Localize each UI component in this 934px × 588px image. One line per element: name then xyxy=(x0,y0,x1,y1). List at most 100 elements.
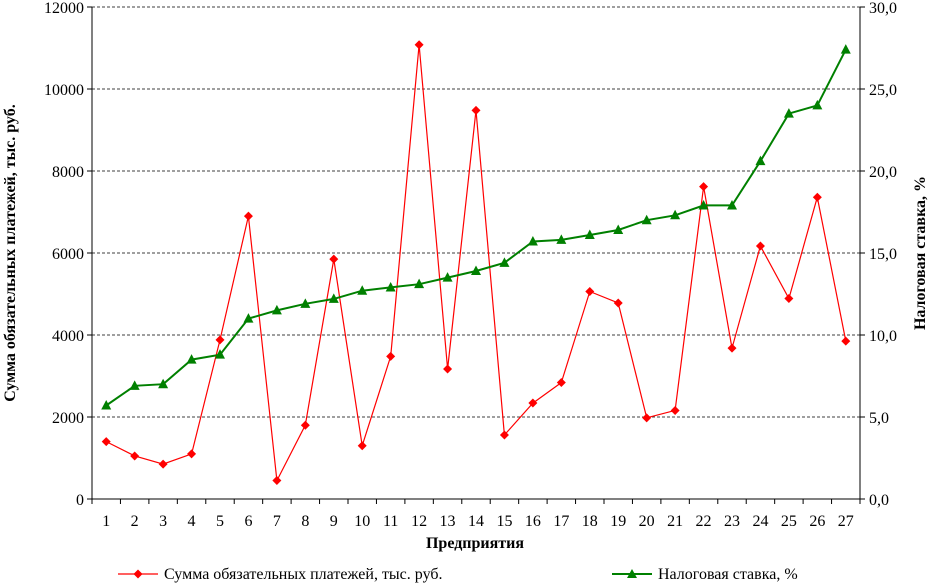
x-tick-label: 16 xyxy=(525,513,541,530)
data-point xyxy=(670,405,680,415)
series-layer xyxy=(101,40,851,486)
data-point xyxy=(329,254,339,264)
x-tick-label: 20 xyxy=(639,513,655,530)
data-point xyxy=(499,430,509,440)
legend: Сумма обязательных платежей, тыс. руб. Н… xyxy=(118,566,798,583)
left-tick-label: 8000 xyxy=(52,164,84,181)
data-point xyxy=(585,287,595,297)
data-point xyxy=(414,40,424,50)
x-tick-label: 18 xyxy=(582,513,598,530)
series-tax-rate xyxy=(101,44,851,410)
data-point xyxy=(243,313,254,323)
x-tick-label: 10 xyxy=(354,513,370,530)
legend-item-payments: Сумма обязательных платежей, тыс. руб. xyxy=(118,566,443,583)
x-axis-title: Предприятия xyxy=(426,535,524,552)
data-point xyxy=(613,224,624,235)
right-tick-label: 25,0 xyxy=(869,82,897,99)
right-tick-label: 5,0 xyxy=(869,410,889,427)
x-tick-label: 26 xyxy=(809,513,825,530)
data-point xyxy=(357,285,368,295)
data-point xyxy=(528,398,538,408)
x-tick-label: 2 xyxy=(131,513,139,530)
right-tick-label: 20,0 xyxy=(869,164,897,181)
x-tick-label: 5 xyxy=(216,513,224,530)
x-tick-label: 14 xyxy=(468,513,484,530)
x-tick-label: 23 xyxy=(724,513,740,530)
data-point xyxy=(101,437,111,447)
x-tick-labels: 1 2 3 4 5 6 7 8 9 10 11 12 13 14 15 16 17 18 19 20 21 22 23 24 2… xyxy=(102,513,854,530)
left-tick-label: 12000 xyxy=(44,0,84,17)
data-point xyxy=(243,211,253,221)
legend-label-tax-rate: Налоговая ставка, % xyxy=(658,566,798,583)
data-point xyxy=(186,354,197,364)
legend-label-payments: Сумма обязательных платежей, тыс. руб. xyxy=(164,566,443,583)
x-tick-label: 24 xyxy=(752,513,768,530)
data-point xyxy=(471,105,481,115)
x-tick-label: 4 xyxy=(188,513,196,530)
data-point xyxy=(699,182,709,192)
data-point xyxy=(840,44,851,54)
data-point xyxy=(300,420,310,430)
right-tick-label: 15,0 xyxy=(869,246,897,263)
data-point xyxy=(812,99,823,110)
data-point xyxy=(613,298,623,308)
left-tick-label: 4000 xyxy=(52,328,84,345)
left-tick-label: 10000 xyxy=(44,82,84,99)
right-tick-label: 10,0 xyxy=(869,328,897,345)
data-point xyxy=(841,336,851,346)
data-point xyxy=(272,476,282,486)
data-point xyxy=(783,108,794,118)
x-tick-label: 7 xyxy=(273,513,281,530)
data-point xyxy=(698,199,709,210)
left-tick-label: 2000 xyxy=(52,410,84,427)
x-tick-label: 9 xyxy=(330,513,338,530)
data-point xyxy=(584,229,595,239)
x-tick-label: 17 xyxy=(553,513,569,530)
data-point xyxy=(471,265,481,276)
data-point xyxy=(215,349,225,359)
data-point xyxy=(527,236,538,246)
right-y-axis-title: Налоговая ставка, % xyxy=(912,176,929,330)
data-point xyxy=(641,214,652,225)
data-point xyxy=(670,209,681,220)
data-point xyxy=(642,413,652,423)
x-tick-label: 15 xyxy=(496,513,512,530)
legend-marker-payments xyxy=(133,569,143,579)
data-point xyxy=(784,294,794,304)
data-point xyxy=(499,257,510,267)
left-y-axis-title: Сумма обязательных платежей, тыс. руб. xyxy=(2,104,19,401)
data-point xyxy=(215,335,225,345)
left-tick-label: 6000 xyxy=(52,246,84,263)
data-point xyxy=(443,364,453,374)
x-tick-label: 22 xyxy=(696,513,712,530)
data-point xyxy=(556,378,566,388)
x-tick-label: 27 xyxy=(838,513,854,530)
x-tick-label: 19 xyxy=(610,513,626,530)
data-point xyxy=(755,155,766,166)
axes xyxy=(87,6,865,504)
data-point xyxy=(556,234,567,244)
legend-marker-tax-rate xyxy=(627,569,637,578)
series-payments xyxy=(101,40,851,486)
x-tick-label: 12 xyxy=(411,513,427,530)
x-tick-label: 1 xyxy=(102,513,110,530)
data-point xyxy=(158,378,169,389)
data-point xyxy=(385,281,396,292)
x-tick-label: 8 xyxy=(301,513,309,530)
data-point xyxy=(442,272,453,282)
right-tick-label: 30,0 xyxy=(869,0,897,17)
left-tick-label: 0 xyxy=(76,492,84,509)
data-point xyxy=(727,199,737,210)
data-point xyxy=(328,293,339,303)
left-tick-labels: 0 2000 4000 6000 8000 10000 12000 xyxy=(44,0,84,509)
x-tick-label: 11 xyxy=(383,513,398,530)
data-point xyxy=(130,451,140,461)
data-point xyxy=(414,278,425,289)
grid xyxy=(92,6,860,418)
data-point xyxy=(812,192,822,202)
x-tick-label: 6 xyxy=(244,513,252,530)
data-point xyxy=(357,441,367,451)
x-tick-label: 13 xyxy=(440,513,456,530)
